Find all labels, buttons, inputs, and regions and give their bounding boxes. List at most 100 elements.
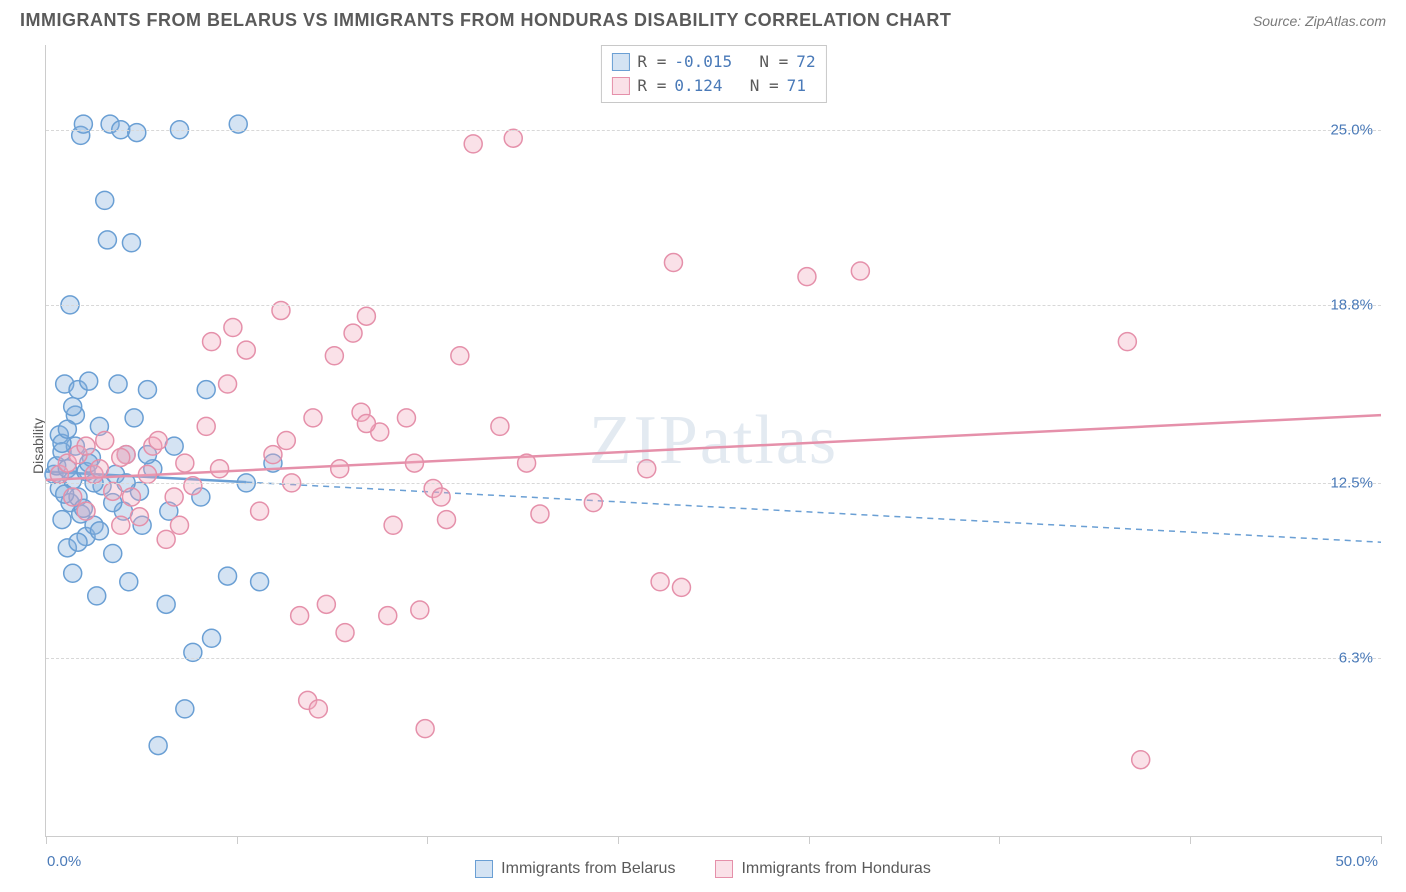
data-point-belarus — [69, 533, 87, 551]
data-point-honduras — [651, 573, 669, 591]
data-point-honduras — [130, 508, 148, 526]
legend-item-honduras: Immigrants from Honduras — [715, 860, 930, 878]
data-point-honduras — [317, 595, 335, 613]
data-point-honduras — [77, 437, 95, 455]
y-tick-label: 18.8% — [1330, 296, 1373, 313]
r-label: R = — [637, 74, 666, 98]
data-point-belarus — [122, 234, 140, 252]
data-point-belarus — [64, 564, 82, 582]
n-label: N = — [731, 74, 779, 98]
data-point-honduras — [112, 516, 130, 534]
data-point-belarus — [149, 737, 167, 755]
data-point-honduras — [122, 488, 140, 506]
data-point-belarus — [53, 511, 71, 529]
r-value: -0.015 — [674, 50, 732, 74]
gridline — [46, 483, 1381, 484]
data-point-belarus — [219, 567, 237, 585]
data-point-honduras — [165, 488, 183, 506]
data-point-belarus — [125, 409, 143, 427]
swatch-icon — [715, 860, 733, 878]
gridline — [46, 305, 1381, 306]
legend-label: Immigrants from Honduras — [741, 860, 930, 878]
data-point-honduras — [176, 454, 194, 472]
data-point-honduras — [672, 578, 690, 596]
data-point-honduras — [798, 268, 816, 286]
legend-item-belarus: Immigrants from Belarus — [475, 860, 675, 878]
correlation-legend: R = -0.015 N = 72R = 0.124 N = 71 — [600, 45, 826, 103]
legend-row: R = -0.015 N = 72 — [611, 50, 815, 74]
n-value: 71 — [787, 74, 806, 98]
data-point-honduras — [219, 375, 237, 393]
data-point-honduras — [504, 129, 522, 147]
data-point-honduras — [138, 465, 156, 483]
data-point-honduras — [96, 432, 114, 450]
data-point-honduras — [237, 341, 255, 359]
data-point-honduras — [211, 460, 229, 478]
data-point-honduras — [336, 624, 354, 642]
data-point-honduras — [1118, 333, 1136, 351]
data-point-honduras — [411, 601, 429, 619]
data-point-belarus — [88, 587, 106, 605]
trend-line-dashed-belarus — [246, 482, 1381, 542]
data-point-belarus — [96, 191, 114, 209]
data-point-belarus — [197, 381, 215, 399]
plot-svg — [46, 45, 1381, 836]
data-point-honduras — [224, 319, 242, 337]
chart-area: ZIPatlas R = -0.015 N = 72R = 0.124 N = … — [45, 45, 1381, 837]
swatch-icon — [475, 860, 493, 878]
data-point-honduras — [491, 417, 509, 435]
data-point-honduras — [309, 700, 327, 718]
data-point-honduras — [197, 417, 215, 435]
data-point-belarus — [80, 372, 98, 390]
legend-label: Immigrants from Belarus — [501, 860, 675, 878]
legend-row: R = 0.124 N = 71 — [611, 74, 815, 98]
data-point-honduras — [518, 454, 536, 472]
data-point-honduras — [112, 448, 130, 466]
data-point-honduras — [357, 307, 375, 325]
x-tick — [809, 836, 810, 844]
gridline — [46, 130, 1381, 131]
data-point-honduras — [531, 505, 549, 523]
data-point-honduras — [203, 333, 221, 351]
data-point-honduras — [157, 530, 175, 548]
n-label: N = — [740, 50, 788, 74]
r-label: R = — [637, 50, 666, 74]
data-point-honduras — [184, 477, 202, 495]
data-point-honduras — [104, 482, 122, 500]
data-point-honduras — [664, 254, 682, 272]
data-point-honduras — [384, 516, 402, 534]
data-point-belarus — [138, 381, 156, 399]
swatch-icon — [611, 53, 629, 71]
data-point-belarus — [128, 124, 146, 142]
data-point-honduras — [464, 135, 482, 153]
data-point-belarus — [109, 375, 127, 393]
data-point-honduras — [438, 511, 456, 529]
y-tick-label: 12.5% — [1330, 474, 1373, 491]
x-tick — [618, 836, 619, 844]
data-point-honduras — [264, 446, 282, 464]
data-point-belarus — [157, 595, 175, 613]
data-point-honduras — [251, 502, 269, 520]
data-point-honduras — [416, 720, 434, 738]
trend-line-honduras — [46, 415, 1381, 480]
x-tick — [999, 836, 1000, 844]
data-point-honduras — [331, 460, 349, 478]
data-point-honduras — [432, 488, 450, 506]
data-point-belarus — [98, 231, 116, 249]
data-point-belarus — [176, 700, 194, 718]
chart-title: IMMIGRANTS FROM BELARUS VS IMMIGRANTS FR… — [20, 10, 951, 31]
data-point-honduras — [171, 516, 189, 534]
data-point-honduras — [304, 409, 322, 427]
swatch-icon — [611, 77, 629, 95]
source-label: Source: ZipAtlas.com — [1253, 13, 1386, 29]
x-tick — [1381, 836, 1382, 844]
data-point-honduras — [1132, 751, 1150, 769]
data-point-honduras — [344, 324, 362, 342]
data-point-honduras — [451, 347, 469, 365]
data-point-honduras — [379, 607, 397, 625]
x-tick — [1190, 836, 1191, 844]
y-axis-label: Disability — [30, 418, 46, 474]
y-tick-label: 25.0% — [1330, 121, 1373, 138]
data-point-honduras — [64, 488, 82, 506]
data-point-belarus — [104, 545, 122, 563]
